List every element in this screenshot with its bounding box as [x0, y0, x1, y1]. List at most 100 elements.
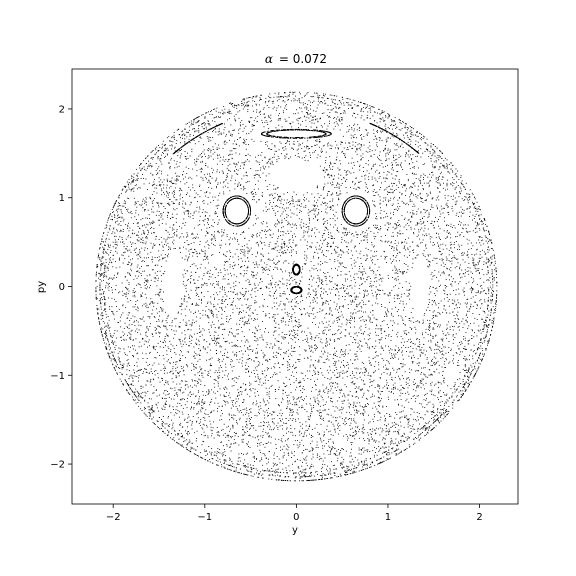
scatter-point	[218, 358, 220, 360]
scatter-point	[201, 372, 203, 374]
scatter-point	[204, 174, 206, 176]
scatter-point	[491, 296, 493, 297]
scatter-point	[232, 308, 234, 310]
scatter-point	[209, 301, 211, 303]
scatter-point	[465, 371, 467, 373]
scatter-point	[164, 370, 166, 372]
scatter-point	[485, 293, 487, 295]
scatter-point	[442, 176, 444, 178]
scatter-point	[363, 144, 365, 146]
scatter-point	[128, 337, 130, 339]
scatter-point	[306, 112, 308, 113]
scatter-point	[457, 302, 459, 304]
scatter-point	[427, 361, 429, 363]
scatter-point	[160, 179, 162, 181]
scatter-point	[153, 379, 155, 381]
scatter-point	[355, 117, 357, 119]
scatter-point	[103, 256, 105, 258]
scatter-point	[350, 419, 352, 421]
scatter-point	[180, 252, 181, 254]
scatter-point	[335, 361, 337, 363]
scatter-point	[365, 342, 367, 344]
scatter-point	[360, 144, 362, 146]
scatter-point	[475, 353, 477, 355]
scatter-point	[199, 253, 201, 255]
scatter-point	[384, 257, 386, 259]
scatter-point	[308, 296, 310, 298]
scatter-point	[128, 182, 130, 184]
scatter-point	[330, 207, 332, 208]
scatter-point	[203, 424, 205, 426]
scatter-point	[463, 348, 464, 349]
scatter-point	[364, 374, 366, 376]
scatter-point	[266, 226, 268, 228]
scatter-point	[429, 333, 431, 335]
scatter-point	[357, 358, 359, 360]
scatter-point	[419, 145, 421, 147]
scatter-point	[175, 172, 177, 174]
scatter-point	[223, 231, 225, 233]
scatter-point	[217, 385, 219, 387]
scatter-point	[155, 170, 157, 172]
scatter-point	[240, 386, 242, 388]
scatter-point	[303, 199, 305, 201]
scatter-point	[487, 305, 489, 307]
scatter-point	[223, 268, 225, 270]
scatter-point	[370, 380, 372, 382]
scatter-point	[109, 277, 110, 279]
scatter-point	[472, 363, 474, 365]
scatter-point	[228, 283, 230, 285]
scatter-point	[356, 335, 358, 337]
scatter-point	[459, 233, 461, 235]
scatter-point	[173, 208, 174, 210]
scatter-point	[385, 145, 386, 147]
scatter-point	[432, 410, 434, 412]
scatter-point	[415, 173, 417, 175]
scatter-point	[232, 265, 233, 267]
scatter-point	[286, 432, 287, 434]
scatter-point	[485, 240, 487, 242]
scatter-point	[181, 380, 183, 382]
scatter-point	[442, 243, 444, 245]
scatter-point	[214, 379, 216, 381]
scatter-point	[200, 137, 202, 139]
scatter-point	[272, 277, 274, 279]
scatter-point	[336, 320, 338, 321]
scatter-point	[237, 169, 239, 171]
scatter-point	[441, 258, 443, 260]
scatter-point	[202, 177, 204, 179]
scatter-point	[294, 317, 296, 318]
scatter-point	[444, 263, 446, 265]
scatter-point	[389, 115, 391, 117]
scatter-point	[103, 310, 105, 312]
scatter-point	[350, 172, 352, 174]
scatter-point	[336, 372, 338, 374]
scatter-point	[416, 235, 418, 237]
scatter-point	[248, 144, 249, 146]
scatter-point	[318, 391, 320, 393]
scatter-point	[391, 388, 393, 390]
scatter-point	[322, 399, 324, 401]
scatter-point	[310, 379, 312, 380]
scatter-point	[243, 453, 244, 455]
scatter-point	[172, 241, 173, 243]
scatter-point	[305, 349, 307, 351]
scatter-point	[246, 423, 248, 425]
scatter-point	[424, 151, 426, 153]
scatter-point	[460, 215, 462, 217]
scatter-point	[290, 272, 292, 274]
scatter-point	[375, 296, 377, 298]
scatter-point	[395, 353, 397, 355]
scatter-point	[356, 153, 358, 155]
scatter-point	[272, 470, 274, 472]
scatter-point	[325, 291, 327, 293]
scatter-point	[249, 375, 251, 377]
scatter-point	[351, 107, 353, 109]
scatter-point	[349, 391, 351, 393]
scatter-point	[380, 236, 382, 238]
scatter-point	[167, 383, 169, 385]
scatter-point	[374, 263, 376, 265]
scatter-point	[366, 170, 368, 172]
scatter-point	[365, 129, 367, 131]
scatter-point	[334, 410, 336, 412]
